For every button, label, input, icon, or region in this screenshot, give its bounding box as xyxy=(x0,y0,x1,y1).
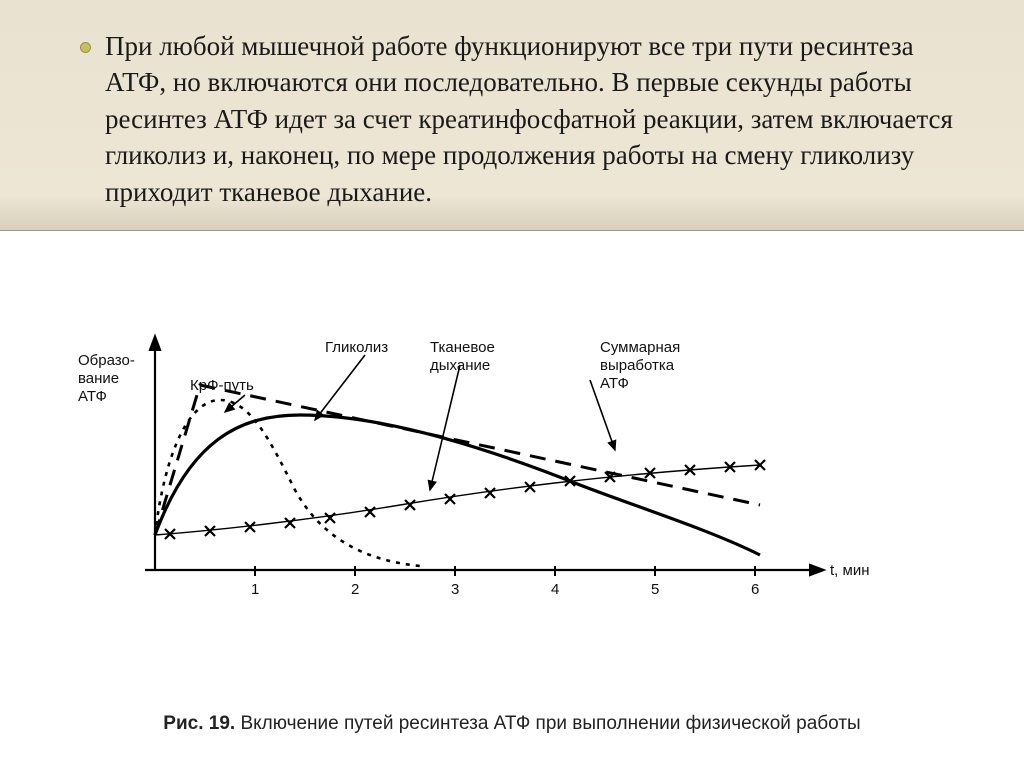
caption-bold: Рис. 19. xyxy=(163,713,235,734)
svg-text:3: 3 xyxy=(451,581,459,598)
x-axis-label: t, мин xyxy=(830,562,869,579)
paragraph-text: При любой мышечной работе функционируют … xyxy=(105,28,972,210)
series-sum-dashed xyxy=(155,385,760,535)
svg-text:1: 1 xyxy=(251,581,259,598)
svg-text:2: 2 xyxy=(351,581,359,598)
atp-chart: 1 2 3 4 5 6 Образо- вание АТФ t, мин КрФ-путь… xyxy=(60,330,960,690)
label-tissue-2: дыхание xyxy=(430,357,490,374)
label-tissue-1: Тканевое xyxy=(430,339,495,356)
label-sum-3: АТФ xyxy=(600,375,629,392)
label-arrows xyxy=(225,355,615,490)
caption-text: Включение путей ресинтеза АТФ при выполн… xyxy=(235,713,861,734)
label-glycolysis: Гликолиз xyxy=(325,339,388,356)
chart-region: 1 2 3 4 5 6 Образо- вание АТФ t, мин КрФ-путь… xyxy=(0,320,1024,767)
y-axis-label-2: вание xyxy=(78,370,119,387)
bullet-icon xyxy=(80,42,91,53)
label-sum-1: Суммарная xyxy=(600,339,680,356)
y-axis-label-1: Образо- xyxy=(78,352,135,369)
svg-text:6: 6 xyxy=(751,581,759,598)
bullet-item: При любой мышечной работе функционируют … xyxy=(80,28,972,210)
svg-text:4: 4 xyxy=(551,581,559,598)
label-sum-2: выработка xyxy=(600,357,675,374)
text-region: При любой мышечной работе функционируют … xyxy=(0,0,1024,231)
svg-text:5: 5 xyxy=(651,581,659,598)
series-tissue-line xyxy=(155,465,760,535)
figure-caption: Рис. 19. Включение путей ресинтеза АТФ п… xyxy=(0,713,1024,735)
y-axis-label-3: АТФ xyxy=(78,388,107,405)
label-krf: КрФ-путь xyxy=(190,377,254,394)
